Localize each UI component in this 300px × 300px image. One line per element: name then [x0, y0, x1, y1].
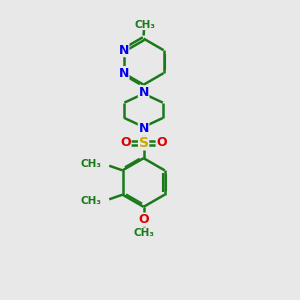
Text: N: N — [138, 122, 149, 135]
Text: CH₃: CH₃ — [80, 196, 101, 206]
Text: N: N — [118, 67, 129, 80]
Text: CH₃: CH₃ — [80, 160, 101, 170]
Text: O: O — [120, 136, 131, 149]
Text: O: O — [156, 136, 167, 149]
Text: O: O — [138, 213, 149, 226]
Text: N: N — [118, 44, 129, 57]
Text: S: S — [139, 136, 148, 150]
Text: CH₃: CH₃ — [134, 20, 155, 29]
Text: N: N — [138, 86, 149, 99]
Text: CH₃: CH₃ — [133, 228, 154, 238]
